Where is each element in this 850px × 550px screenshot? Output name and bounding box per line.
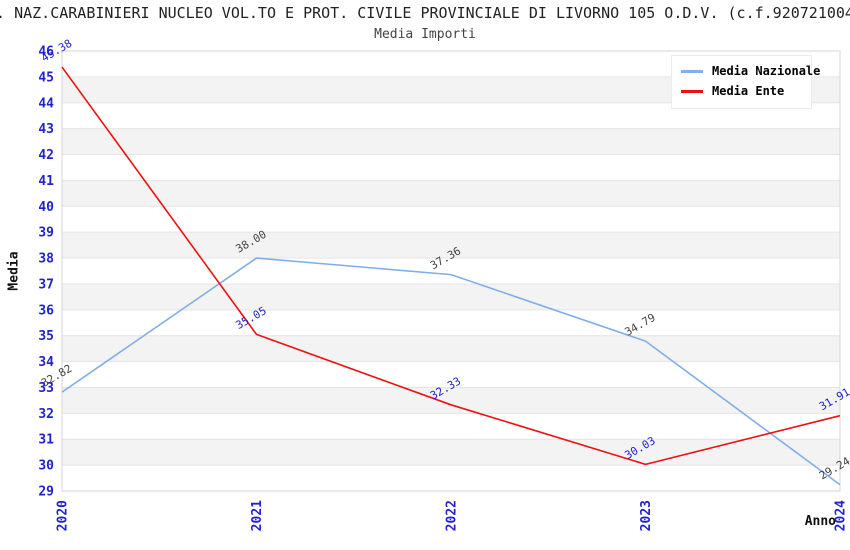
x-axis-tick-label: 2021 bbox=[250, 500, 265, 531]
shaded-band bbox=[62, 387, 840, 414]
y-axis-tick-label: 42 bbox=[38, 148, 54, 163]
series-line-media-ente bbox=[61, 66, 841, 466]
x-axis-tick-label: 2024 bbox=[834, 500, 849, 531]
y-axis-tick-label: 38 bbox=[38, 252, 54, 267]
y-axis-tick-label: 31 bbox=[38, 433, 54, 448]
y-axis-tick-label: 32 bbox=[38, 407, 54, 422]
legend-label: Media Nazionale bbox=[712, 64, 821, 78]
y-axis-tick-label: 46 bbox=[38, 45, 54, 60]
shaded-band bbox=[62, 180, 840, 207]
y-axis-tick-label: 43 bbox=[38, 122, 54, 137]
shaded-band bbox=[62, 439, 840, 466]
chart-subtitle: Media Importi bbox=[374, 27, 476, 42]
y-axis-tick-label: 30 bbox=[38, 459, 54, 474]
shaded-band bbox=[62, 128, 840, 155]
y-axis-tick-label: 33 bbox=[38, 381, 54, 396]
series-line-media-nazionale bbox=[61, 257, 841, 486]
legend-line-swatch-ente bbox=[681, 89, 703, 93]
legend-label: Media Ente bbox=[712, 84, 785, 98]
x-axis-tick-label: 2023 bbox=[639, 500, 654, 531]
chart-title-text: . NAZ.CARABINIERI NUCLEO VOL.TO E PROT. … bbox=[0, 4, 850, 22]
y-axis-title: Media bbox=[6, 251, 22, 291]
legend-item-media-ente: Media Ente bbox=[677, 81, 807, 101]
legend: Media Nazionale Media Ente bbox=[671, 55, 820, 109]
y-axis-tick-label: 44 bbox=[38, 96, 54, 111]
y-axis-tick-label: 39 bbox=[38, 226, 54, 241]
x-axis-title: Anno bbox=[804, 514, 836, 529]
y-axis-tick-label: 34 bbox=[38, 355, 54, 370]
y-axis-tick-label: 35 bbox=[38, 329, 54, 344]
x-axis-tick-label: 2020 bbox=[56, 500, 71, 531]
shaded-band bbox=[62, 335, 840, 362]
legend-item-media-nazionale: Media Nazionale bbox=[677, 61, 820, 81]
y-axis-tick-label: 36 bbox=[38, 303, 54, 318]
plot-background bbox=[62, 51, 840, 491]
y-axis-tick-label: 37 bbox=[38, 277, 54, 292]
y-axis-tick-label: 29 bbox=[38, 485, 54, 500]
plot-border bbox=[61, 50, 841, 492]
y-axis-tick-label: 40 bbox=[38, 200, 54, 215]
legend-line-swatch-nazionale bbox=[681, 69, 703, 73]
y-axis-tick-label: 45 bbox=[38, 70, 54, 85]
x-axis-tick-label: 2022 bbox=[445, 500, 460, 531]
shaded-band bbox=[62, 283, 840, 310]
y-axis-tick-label: 41 bbox=[38, 174, 54, 189]
chart-title: . NAZ.CARABINIERI NUCLEO VOL.TO E PROT. … bbox=[0, 4, 850, 24]
